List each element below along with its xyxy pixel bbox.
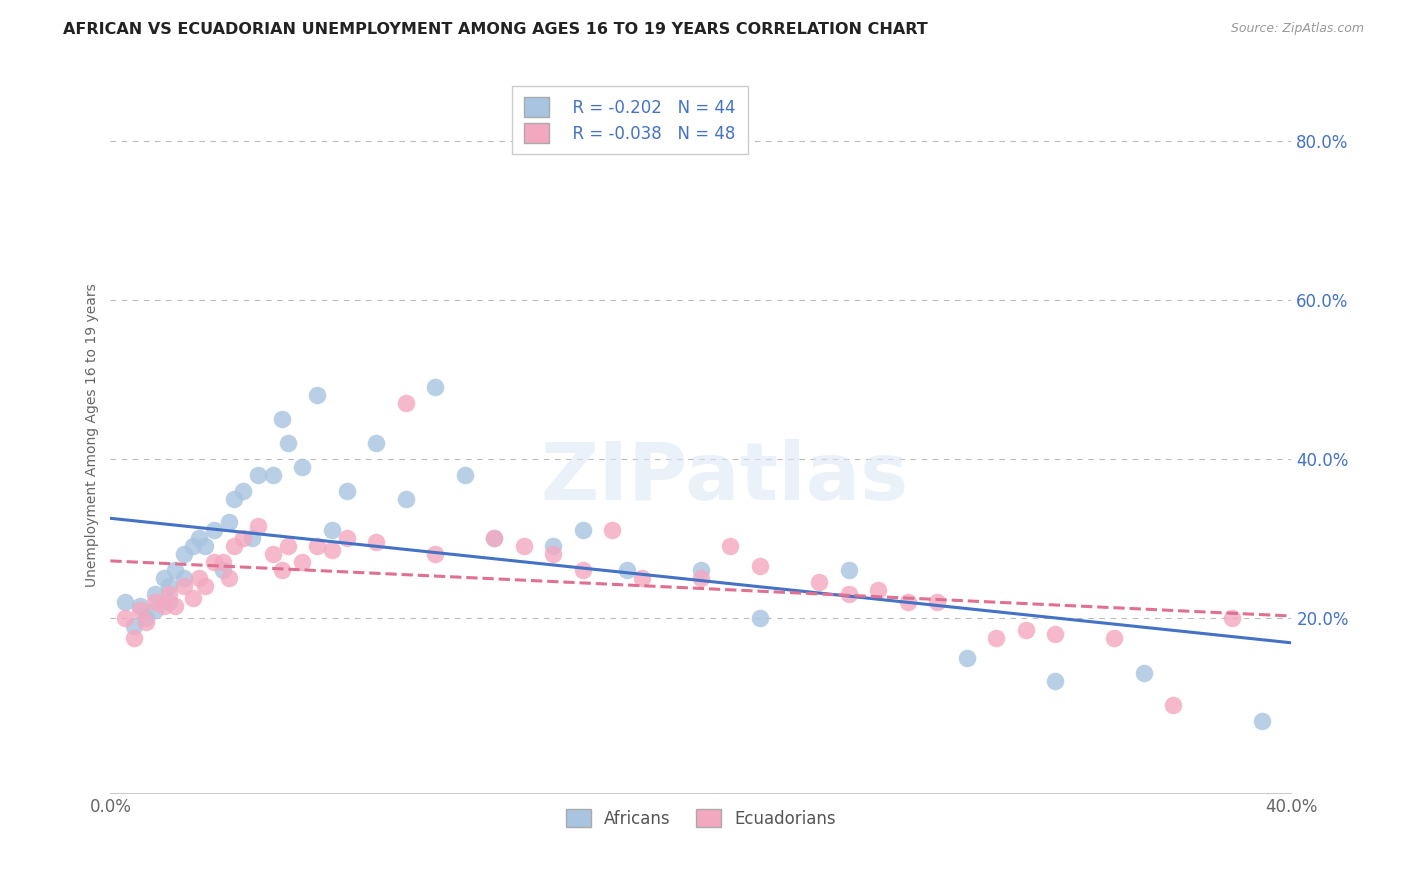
- Point: [129, 599, 152, 613]
- Point: [425, 547, 447, 561]
- Point: [838, 587, 860, 601]
- Point: [631, 571, 654, 585]
- Point: [1163, 698, 1185, 713]
- Point: [247, 467, 270, 482]
- Point: [211, 555, 233, 569]
- Point: [897, 595, 920, 609]
- Point: [135, 611, 157, 625]
- Point: [307, 539, 329, 553]
- Point: [247, 519, 270, 533]
- Point: [202, 555, 225, 569]
- Point: [572, 524, 595, 538]
- Point: [690, 563, 713, 577]
- Point: [321, 524, 343, 538]
- Point: [321, 543, 343, 558]
- Point: [336, 532, 359, 546]
- Point: [232, 532, 254, 546]
- Point: [543, 547, 565, 561]
- Point: [240, 532, 263, 546]
- Point: [484, 532, 506, 546]
- Point: [1133, 666, 1156, 681]
- Point: [194, 579, 217, 593]
- Point: [122, 619, 145, 633]
- Point: [336, 483, 359, 498]
- Point: [307, 388, 329, 402]
- Point: [454, 467, 477, 482]
- Point: [808, 575, 831, 590]
- Point: [1104, 631, 1126, 645]
- Point: [181, 539, 204, 553]
- Point: [173, 571, 195, 585]
- Point: [188, 532, 211, 546]
- Point: [218, 571, 240, 585]
- Point: [159, 595, 181, 609]
- Point: [181, 591, 204, 605]
- Point: [986, 631, 1008, 645]
- Point: [152, 599, 174, 613]
- Point: [366, 436, 388, 450]
- Point: [159, 587, 181, 601]
- Point: [690, 571, 713, 585]
- Point: [749, 559, 772, 574]
- Point: [188, 571, 211, 585]
- Point: [956, 650, 979, 665]
- Point: [143, 603, 166, 617]
- Point: [262, 547, 284, 561]
- Point: [838, 563, 860, 577]
- Point: [270, 412, 292, 426]
- Point: [1251, 714, 1274, 728]
- Point: [291, 555, 314, 569]
- Point: [173, 547, 195, 561]
- Point: [484, 532, 506, 546]
- Point: [135, 615, 157, 629]
- Point: [202, 524, 225, 538]
- Point: [602, 524, 624, 538]
- Point: [114, 595, 136, 609]
- Point: [165, 599, 187, 613]
- Point: [143, 587, 166, 601]
- Point: [291, 459, 314, 474]
- Point: [122, 631, 145, 645]
- Point: [173, 579, 195, 593]
- Point: [152, 571, 174, 585]
- Point: [1045, 626, 1067, 640]
- Point: [868, 582, 890, 597]
- Point: [270, 563, 292, 577]
- Point: [114, 611, 136, 625]
- Point: [720, 539, 742, 553]
- Point: [1015, 623, 1038, 637]
- Point: [927, 595, 949, 609]
- Point: [277, 539, 299, 553]
- Text: AFRICAN VS ECUADORIAN UNEMPLOYMENT AMONG AGES 16 TO 19 YEARS CORRELATION CHART: AFRICAN VS ECUADORIAN UNEMPLOYMENT AMONG…: [63, 22, 928, 37]
- Point: [616, 563, 638, 577]
- Point: [395, 396, 418, 410]
- Point: [395, 491, 418, 506]
- Point: [232, 483, 254, 498]
- Point: [218, 516, 240, 530]
- Point: [159, 579, 181, 593]
- Point: [165, 563, 187, 577]
- Point: [749, 611, 772, 625]
- Point: [277, 436, 299, 450]
- Point: [129, 603, 152, 617]
- Point: [572, 563, 595, 577]
- Point: [143, 595, 166, 609]
- Text: ZIPatlas: ZIPatlas: [540, 439, 908, 517]
- Point: [1045, 674, 1067, 689]
- Point: [224, 539, 246, 553]
- Point: [425, 380, 447, 394]
- Point: [194, 539, 217, 553]
- Legend: Africans, Ecuadorians: Africans, Ecuadorians: [560, 803, 842, 834]
- Point: [211, 563, 233, 577]
- Point: [366, 535, 388, 549]
- Point: [262, 467, 284, 482]
- Point: [543, 539, 565, 553]
- Point: [513, 539, 536, 553]
- Point: [1222, 611, 1244, 625]
- Text: Source: ZipAtlas.com: Source: ZipAtlas.com: [1230, 22, 1364, 36]
- Y-axis label: Unemployment Among Ages 16 to 19 years: Unemployment Among Ages 16 to 19 years: [86, 283, 100, 587]
- Point: [224, 491, 246, 506]
